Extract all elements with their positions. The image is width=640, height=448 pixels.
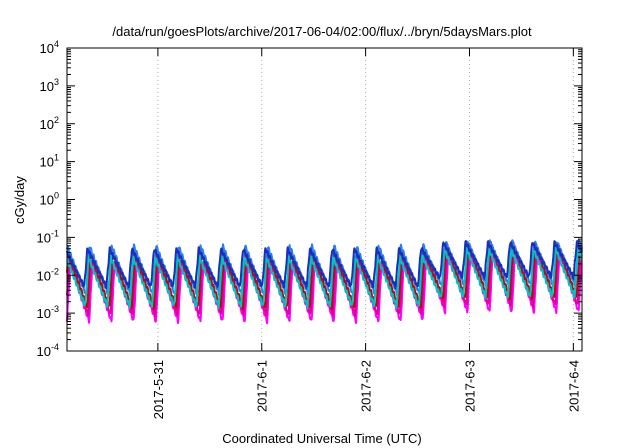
y-tick-label: 10-2 <box>37 266 59 283</box>
y-tick-label: 104 <box>40 39 59 56</box>
x-tick-label: 2017-6-2 <box>359 360 374 412</box>
x-axis: 2017-5-31 2017-6-1 2017-6-2 2017-6-3 2017-6-… <box>151 48 581 419</box>
y-tick-label: 102 <box>40 115 59 132</box>
series-group <box>66 238 583 325</box>
y-tick-label: 101 <box>40 153 59 170</box>
y-tick-label: 10-3 <box>37 304 59 321</box>
x-tick-label: 2017-6-3 <box>462 360 477 412</box>
series-line <box>66 240 583 290</box>
chart-title: /data/run/goesPlots/archive/2017-06-04/0… <box>112 24 532 39</box>
y-tick-label: 103 <box>40 77 59 94</box>
x-tick-label: 2017-5-31 <box>151 360 166 419</box>
y-axis-label: cGy/day <box>12 176 27 224</box>
x-axis-label: Coordinated Universal Time (UTC) <box>222 431 421 446</box>
x-tick-label: 2017-6-4 <box>566 360 581 412</box>
y-axis: 10-4 10-3 10-2 10-1 100 101 102 103 104 <box>37 39 582 359</box>
x-tick-label: 2017-6-1 <box>255 360 270 412</box>
y-tick-label: 10-1 <box>37 228 59 245</box>
y-tick-label: 100 <box>40 191 59 208</box>
series-line <box>66 246 583 309</box>
plot-frame <box>66 47 583 352</box>
y-tick-label: 10-4 <box>37 342 59 359</box>
